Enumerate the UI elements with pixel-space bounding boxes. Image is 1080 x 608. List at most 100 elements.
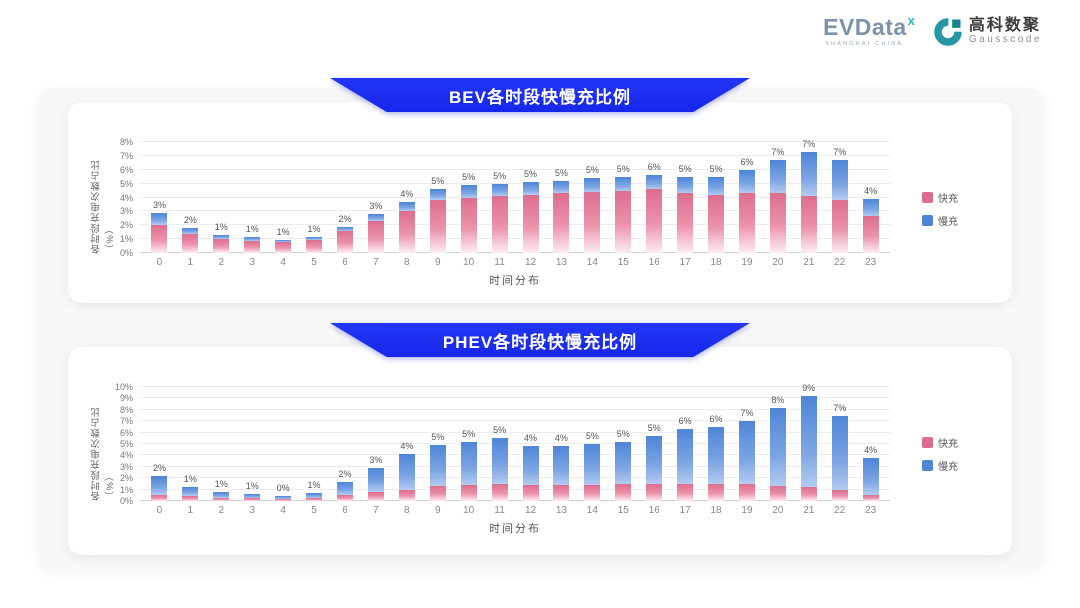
- bar-column-hour-1[interactable]: 1% 1: [175, 387, 206, 516]
- bars-container: 2% 0 1% 1 1% 2 1% 3 0% 4 1% 5 2% 6 3% 7 4% 8 5% 9 5% 10 5% 11 4%…: [144, 383, 886, 516]
- bar-column-hour-21[interactable]: 9% 21: [793, 383, 824, 516]
- y-tick-label: 6%: [119, 427, 133, 438]
- bar-column-hour-8[interactable]: 4% 8: [391, 387, 422, 516]
- x-tick-label: 7: [373, 257, 379, 268]
- bar-column-hour-0[interactable]: 3% 0: [144, 142, 175, 268]
- bar-value-label: 5%: [616, 163, 630, 174]
- bar-column-hour-2[interactable]: 1% 2: [206, 387, 237, 516]
- bar-column-hour-14[interactable]: 5% 14: [577, 387, 608, 516]
- bar-column-hour-7[interactable]: 3% 7: [360, 142, 391, 268]
- gridline: [140, 500, 890, 501]
- bar-column-hour-19[interactable]: 7% 19: [732, 387, 763, 516]
- x-tick-label: 1: [187, 257, 194, 268]
- slow-charge-segment: [182, 228, 199, 234]
- bar-column-hour-2[interactable]: 1% 2: [206, 142, 237, 268]
- x-tick-label: 22: [834, 505, 846, 516]
- bar-column-hour-18[interactable]: 5% 18: [701, 142, 732, 268]
- bar-column-hour-5[interactable]: 1% 5: [299, 142, 330, 268]
- legend-label-fast: 快充: [938, 439, 958, 450]
- legend-item-slow[interactable]: 慢充: [922, 458, 958, 473]
- bar-value-label: 2%: [338, 213, 352, 224]
- bar-value-label: 5%: [647, 423, 661, 434]
- bar-column-hour-22[interactable]: 7% 22: [824, 142, 855, 268]
- bar-column-hour-13[interactable]: 5% 13: [546, 142, 577, 268]
- legend-item-fast[interactable]: 快充: [922, 435, 958, 450]
- bar-column-hour-9[interactable]: 5% 9: [422, 142, 453, 268]
- fast-charge-segment: [769, 486, 786, 501]
- bar-value-label: 5%: [616, 428, 630, 439]
- bar-column-hour-15[interactable]: 5% 15: [608, 387, 639, 516]
- bar-column-hour-16[interactable]: 6% 16: [639, 142, 670, 268]
- fast-charge-segment: [738, 193, 755, 253]
- bar-value-label: 2%: [152, 462, 166, 473]
- slow-charge-segment: [522, 182, 539, 195]
- bar-column-hour-20[interactable]: 8% 20: [762, 387, 793, 516]
- bar-column-hour-18[interactable]: 6% 18: [701, 387, 732, 516]
- bev-plot-area[interactable]: 时间分布 0% 1% 2% 3% 4% 5% 6% 7% 8% 3% 0 2% 1 1% 2 1% 3 1% 4 1%…: [120, 137, 890, 287]
- bar-column-hour-5[interactable]: 1% 5: [299, 387, 330, 516]
- gridline: [140, 210, 890, 212]
- bar-column-hour-10[interactable]: 5% 10: [453, 142, 484, 268]
- y-tick-label: 6%: [119, 164, 133, 175]
- bar-column-hour-15[interactable]: 5% 15: [608, 142, 639, 268]
- bar-column-hour-3[interactable]: 1% 3: [237, 387, 268, 516]
- legend-label-slow: 慢充: [938, 217, 958, 228]
- bar-column-hour-23[interactable]: 4% 23: [855, 142, 886, 268]
- bar-column-hour-1[interactable]: 2% 1: [175, 142, 206, 268]
- bar-column-hour-20[interactable]: 7% 20: [762, 142, 793, 268]
- bar-column-hour-6[interactable]: 2% 6: [330, 142, 361, 268]
- gridline: [140, 465, 890, 467]
- x-tick-label: 12: [524, 257, 537, 268]
- bar-column-hour-4[interactable]: 0% 4: [268, 387, 299, 516]
- bar-column-hour-23[interactable]: 4% 23: [855, 387, 886, 516]
- y-tick-label: 1%: [119, 234, 133, 245]
- bar-column-hour-21[interactable]: 7% 21: [793, 139, 824, 268]
- bar-column-hour-10[interactable]: 5% 10: [453, 387, 484, 516]
- x-tick-label: 20: [772, 257, 784, 268]
- bar-column-hour-11[interactable]: 5% 11: [484, 387, 515, 516]
- bar-column-hour-12[interactable]: 4% 12: [515, 387, 546, 516]
- fast-charge-segment: [151, 495, 168, 501]
- fast-charge-segment: [213, 497, 230, 501]
- fast-charge-segment: [244, 498, 261, 501]
- x-tick-label: 18: [710, 257, 722, 268]
- x-tick-label: 16: [648, 505, 660, 516]
- phev-chart-title: PHEV各时段快慢充比例: [442, 332, 638, 352]
- bar-column-hour-14[interactable]: 5% 14: [577, 142, 608, 268]
- evdata-logo: EVData x SHANGHAI CHINA: [823, 14, 915, 47]
- bar-column-hour-11[interactable]: 5% 11: [484, 142, 515, 268]
- bar-column-hour-9[interactable]: 5% 9: [422, 387, 453, 516]
- x-tick-label: 3: [249, 505, 255, 516]
- bar-column-hour-8[interactable]: 4% 8: [391, 142, 422, 268]
- x-tick-label: 15: [617, 505, 629, 516]
- bar-column-hour-22[interactable]: 7% 22: [824, 387, 855, 516]
- x-tick-label: 21: [803, 505, 815, 516]
- bar-column-hour-19[interactable]: 6% 19: [732, 142, 763, 268]
- bar-column-hour-17[interactable]: 6% 17: [670, 387, 701, 516]
- bar-column-hour-7[interactable]: 3% 7: [360, 387, 391, 516]
- bar-column-hour-17[interactable]: 5% 17: [670, 142, 701, 268]
- bar-column-hour-16[interactable]: 5% 16: [639, 387, 670, 516]
- bar-column-hour-0[interactable]: 2% 0: [144, 387, 175, 516]
- bar-column-hour-4[interactable]: 1% 4: [268, 142, 299, 268]
- x-tick-label: 6: [342, 257, 348, 268]
- legend-item-slow[interactable]: 慢充: [922, 213, 958, 228]
- bar-column-hour-13[interactable]: 4% 13: [546, 387, 577, 516]
- fast-charge-segment: [429, 200, 446, 253]
- phev-plot-area[interactable]: 时间分布 0% 1% 2% 3% 4% 5% 6% 7% 8% 9% 10% 2% 0 1% 1 1% 2 1% 3…: [115, 382, 890, 535]
- y-tick-label: 4%: [119, 192, 133, 203]
- fast-charge-segment: [491, 483, 508, 501]
- bar-column-hour-12[interactable]: 5% 12: [515, 142, 546, 268]
- fast-charge-segment: [553, 485, 570, 501]
- bar-column-hour-3[interactable]: 1% 3: [237, 142, 268, 268]
- bar-value-label: 5%: [493, 170, 507, 181]
- bar-value-label: 1%: [245, 481, 259, 492]
- gridline: [140, 196, 890, 198]
- fast-charge-segment: [862, 215, 879, 253]
- slow-charge-segment: [367, 214, 384, 222]
- x-tick-label: 7: [373, 505, 379, 516]
- fast-charge-segment: [800, 487, 817, 501]
- legend-item-fast[interactable]: 快充: [922, 190, 958, 205]
- bar-column-hour-6[interactable]: 2% 6: [330, 387, 361, 516]
- legend-label-fast: 快充: [938, 194, 958, 205]
